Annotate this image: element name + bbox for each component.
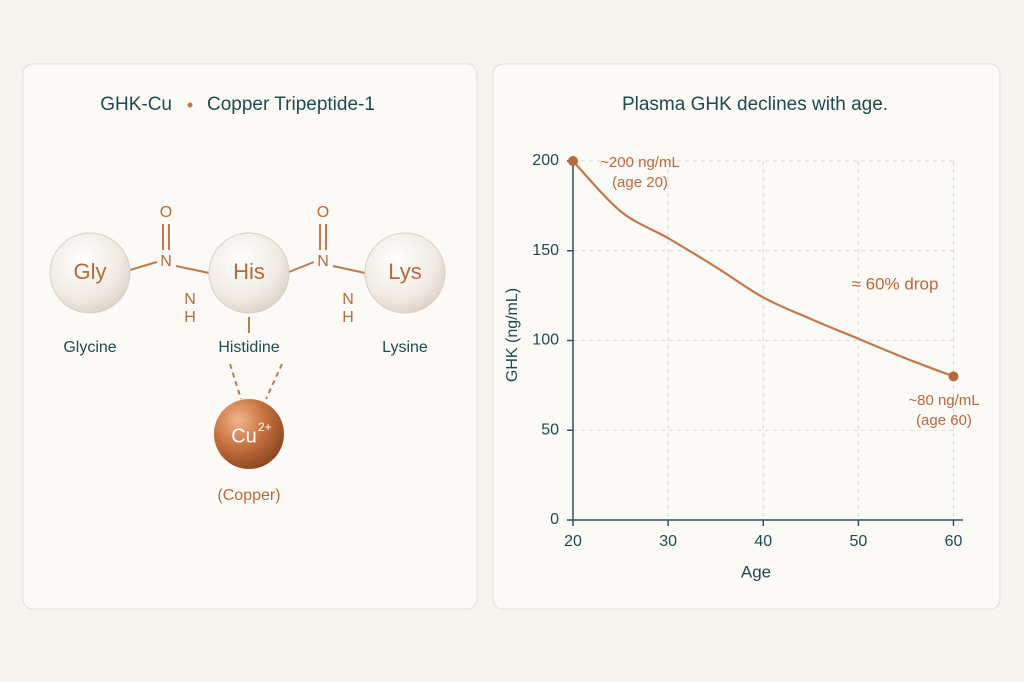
separator-dot — [187, 102, 193, 108]
bond — [332, 265, 366, 274]
node-name: Histidine — [218, 339, 279, 356]
atom: N — [342, 291, 354, 308]
amino-acid-node — [49, 232, 131, 314]
bond — [129, 261, 158, 271]
amino-acid-node — [364, 232, 446, 314]
node-name: Lysine — [382, 339, 428, 356]
x-tick-label: 40 — [754, 533, 772, 550]
metal-charge: 2+ — [258, 420, 272, 434]
bonds — [129, 224, 366, 400]
atom: O — [317, 204, 329, 221]
right-panel — [492, 63, 1001, 610]
atom: H — [342, 309, 354, 326]
copper-ion — [214, 399, 284, 469]
annotation: ~80 ng/mL — [908, 392, 979, 409]
x-tick-label: 60 — [945, 533, 963, 550]
atom: N — [317, 253, 329, 270]
chart-title: Plasma GHK declines with age. — [622, 94, 888, 115]
y-tick-label: 100 — [532, 332, 559, 349]
node-label: His — [233, 259, 265, 284]
bond — [175, 265, 210, 274]
x-tick-label: 30 — [659, 533, 677, 550]
coordination-bond — [229, 363, 242, 400]
metal-symbol: Cu — [231, 425, 257, 447]
annotation: ≈ 60% drop — [852, 274, 939, 293]
metal-name: (Copper) — [217, 487, 280, 504]
diagram-subtitle: Copper Tripeptide-1 — [207, 94, 375, 115]
atom: N — [160, 253, 172, 270]
y-tick-label: 50 — [541, 421, 559, 438]
y-tick-label: 200 — [532, 152, 559, 169]
bond — [288, 261, 315, 273]
diagram-title: GHK-Cu — [100, 94, 172, 115]
annotation: (age 60) — [916, 412, 972, 429]
endpoint-marker — [948, 371, 959, 382]
y-axis-label: GHK (ng/mL) — [504, 288, 521, 382]
x-tick-label: 50 — [849, 533, 867, 550]
atom: N — [184, 291, 196, 308]
left-panel — [22, 63, 478, 610]
atom: O — [160, 204, 172, 221]
endpoint-marker — [568, 156, 578, 166]
annotation: ~200 ng/mL — [600, 154, 680, 171]
node-label: Lys — [388, 259, 421, 284]
amino-acid-node — [208, 232, 290, 314]
coordination-bond — [265, 363, 283, 400]
node-label: Gly — [74, 259, 107, 284]
y-tick-label: 150 — [532, 242, 559, 259]
x-tick-label: 20 — [564, 533, 582, 550]
node-name: Glycine — [63, 339, 116, 356]
atom: H — [184, 309, 196, 326]
data-line — [572, 160, 954, 378]
y-tick-label: 0 — [550, 511, 559, 528]
x-axis-label: Age — [741, 562, 771, 581]
annotation: (age 20) — [612, 174, 668, 191]
